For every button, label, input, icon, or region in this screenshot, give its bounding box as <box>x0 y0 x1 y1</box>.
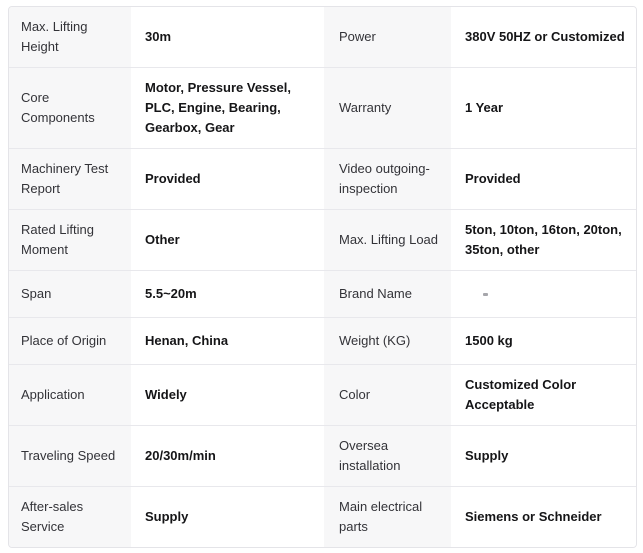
spec-label-cell: Power <box>324 7 451 67</box>
spec-label-cell: Place of Origin <box>9 318 131 364</box>
spec-label-cell: Oversea installation <box>324 426 451 486</box>
spec-value-text: 5.5~20m <box>145 286 197 301</box>
spec-label-cell: Rated Lifting Moment <box>9 210 131 270</box>
spec-label-cell: Main electrical parts <box>324 487 451 547</box>
spec-label-text: Span <box>21 286 52 301</box>
product-spec-table: Max. Lifting Height 30m Power 380V 50HZ or … <box>8 6 637 548</box>
spec-value-text: Siemens or Schneider <box>465 509 602 524</box>
spec-value-cell: 20/30m/min <box>131 426 324 486</box>
spec-value-text: Henan, China <box>145 333 229 348</box>
spec-value-cell: 5ton, 10ton, 16ton, 20ton, 35ton, other <box>451 210 636 270</box>
spec-value-cell: Other <box>131 210 324 270</box>
spec-label-text: Application <box>21 387 85 402</box>
spec-label-text: After-sales Service <box>21 499 84 534</box>
spec-label-cell: Weight (KG) <box>324 318 451 364</box>
redacted-brand-mark <box>483 292 488 296</box>
spec-value-cell: Henan, China <box>131 318 324 364</box>
spec-row: Machinery Test Report Provided Video outgo… <box>9 148 636 209</box>
spec-row: After-sales Service Supply Main electrical… <box>9 486 636 547</box>
spec-label-text: Power <box>339 29 376 44</box>
spec-label-text: Brand Name <box>339 286 412 301</box>
spec-label-text: Color <box>339 387 371 402</box>
spec-value-cell: 30m <box>131 7 324 67</box>
spec-label-cell: Brand Name <box>324 271 451 317</box>
spec-value-cell: Provided <box>131 149 324 209</box>
spec-value-text: Motor, Pressure Vessel, PLC, Engine, Bea… <box>145 80 291 135</box>
spec-label-cell: Max. Lifting Load <box>324 210 451 270</box>
spec-value-text: Supply <box>145 509 189 524</box>
spec-label-cell: After-sales Service <box>9 487 131 547</box>
spec-label-text: Traveling Speed <box>21 448 116 463</box>
spec-label-text: Video outgoing-inspection <box>339 161 430 196</box>
spec-row: Traveling Speed 20/30m/min Oversea install… <box>9 425 636 486</box>
spec-label-cell: Video outgoing-inspection <box>324 149 451 209</box>
spec-value-cell: 1 Year <box>451 68 636 148</box>
spec-value-cell: 380V 50HZ or Customized <box>451 7 636 67</box>
spec-label-cell: Application <box>9 365 131 425</box>
spec-label-cell: Traveling Speed <box>9 426 131 486</box>
spec-row: Span 5.5~20m Brand Name <box>9 270 636 317</box>
spec-row: Rated Lifting Moment Other Max. Lifting Lo… <box>9 209 636 270</box>
spec-value-text: 380V 50HZ or Customized <box>465 29 625 44</box>
spec-label-text: Main electrical parts <box>339 499 423 534</box>
spec-value-text: 1500 kg <box>465 333 513 348</box>
spec-value-cell: Provided <box>451 149 636 209</box>
spec-label-text: Rated Lifting Moment <box>21 222 94 257</box>
spec-value-text: 1 Year <box>465 100 504 115</box>
spec-value-cell: Widely <box>131 365 324 425</box>
spec-value-cell: Customized Color Acceptable <box>451 365 636 425</box>
spec-value-text: 30m <box>145 29 172 44</box>
spec-label-cell: Warranty <box>324 68 451 148</box>
spec-label-cell: Color <box>324 365 451 425</box>
spec-label-text: Warranty <box>339 100 392 115</box>
spec-value-text: Other <box>145 232 180 247</box>
spec-value-text: 20/30m/min <box>145 448 216 463</box>
spec-value-cell: 5.5~20m <box>131 271 324 317</box>
spec-label-text: Weight (KG) <box>339 333 411 348</box>
spec-label-text: Max. Lifting Height <box>21 19 88 54</box>
spec-value-cell: Supply <box>131 487 324 547</box>
spec-label-text: Max. Lifting Load <box>339 232 439 247</box>
spec-label-cell: Max. Lifting Height <box>9 7 131 67</box>
spec-label-cell: Machinery Test Report <box>9 149 131 209</box>
spec-label-cell: Span <box>9 271 131 317</box>
spec-value-cell <box>451 271 636 317</box>
spec-row: Application Widely Color Customized Color A… <box>9 364 636 425</box>
spec-value-text: Supply <box>465 448 509 463</box>
spec-value-cell: 1500 kg <box>451 318 636 364</box>
spec-label-text: Oversea installation <box>339 438 401 473</box>
spec-label-text: Core Components <box>21 90 95 125</box>
spec-value-text: Provided <box>145 171 201 186</box>
spec-label-cell: Core Components <box>9 68 131 148</box>
spec-value-text: Widely <box>145 387 187 402</box>
spec-value-cell: Siemens or Schneider <box>451 487 636 547</box>
spec-row: Core Components Motor, Pressure Vessel, P… <box>9 67 636 148</box>
spec-value-cell: Supply <box>451 426 636 486</box>
spec-label-text: Place of Origin <box>21 333 107 348</box>
spec-row: Max. Lifting Height 30m Power 380V 50HZ or … <box>9 7 636 67</box>
spec-value-text: 5ton, 10ton, 16ton, 20ton, 35ton, other <box>465 222 622 257</box>
spec-label-text: Machinery Test Report <box>21 161 109 196</box>
spec-value-text: Customized Color Acceptable <box>465 377 577 412</box>
spec-row: Place of Origin Henan, China Weight (KG) 15… <box>9 317 636 364</box>
spec-value-cell: Motor, Pressure Vessel, PLC, Engine, Bea… <box>131 68 324 148</box>
spec-value-text: Provided <box>465 171 521 186</box>
